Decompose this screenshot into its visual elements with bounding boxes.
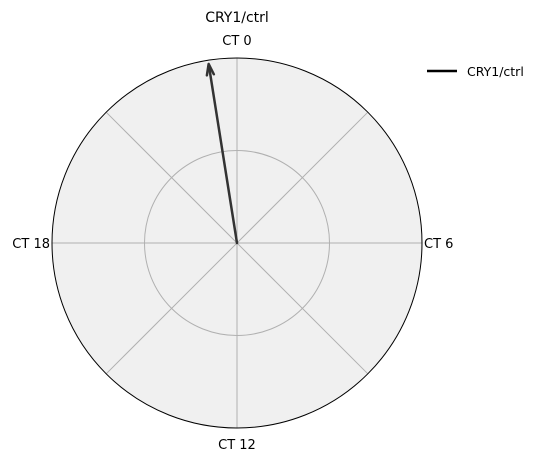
legend: CRY1/ctrl bbox=[427, 64, 524, 79]
polar-axes-outline bbox=[51, 57, 423, 429]
phase-vector-line bbox=[207, 64, 239, 245]
phase-vector-arrowhead bbox=[205, 62, 216, 77]
angular-tick-label: CT 12 bbox=[218, 438, 256, 453]
chart-title: CRY1/ctrl bbox=[205, 10, 269, 26]
radial-gridlines bbox=[144, 150, 330, 336]
angular-tick-labels: CT 0 CT 6 CT 12 CT 18 bbox=[12, 34, 453, 453]
legend-label: CRY1/ctrl bbox=[467, 64, 524, 79]
angular-tick-label: CT 0 bbox=[222, 34, 251, 49]
phase-vectors bbox=[205, 62, 239, 245]
angular-tick-label: CT 6 bbox=[424, 237, 453, 252]
angular-tick-label: CT 18 bbox=[12, 237, 50, 252]
radial-gridline bbox=[144, 150, 330, 336]
